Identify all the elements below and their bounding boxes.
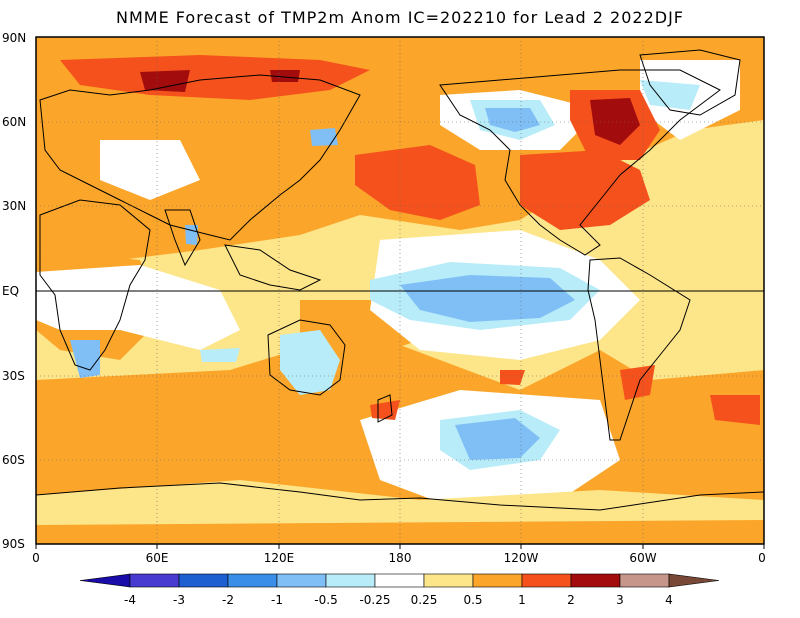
colorbar-tick-label: -0.25 [359,593,391,607]
colorbar [79,573,720,588]
colorbar-tick-label: -3 [173,593,185,607]
lon-label-0: 0 [32,551,40,565]
strong-warm-areas [60,55,760,425]
colorbar-segment [570,573,621,588]
lat-label-30s: 30S [2,369,25,383]
colorbar-segment [178,573,229,588]
colorbar-segment [374,573,425,588]
colorbar-tick-label: -0.5 [314,593,338,607]
lon-label-180: 180 [388,551,412,565]
axis-ticks [35,544,765,549]
colorbar-tick-label: 2 [567,593,575,607]
colorbar-segment [619,573,670,588]
colorbar-tick-label: 4 [665,593,673,607]
lat-label-90s: 90S [2,537,25,551]
colorbar-segment [79,573,131,588]
lon-label-60w: 60W [629,551,657,565]
colorbar-segment [325,573,376,588]
colorbar-tick-label: 1 [518,593,526,607]
colorbar-segment [129,573,180,588]
colorbar-tick-label: -2 [222,593,234,607]
colorbar-segment [668,573,720,588]
cool-anomaly-areas [70,80,700,470]
lat-label-60s: 60S [2,453,25,467]
lat-label-90n: 90N [2,31,27,45]
colorbar-tick-label: 0.25 [410,593,438,607]
colorbar-tick-label: 0.5 [463,593,483,607]
colorbar-segment [276,573,327,588]
lon-label-60e: 60E [145,551,169,565]
lon-label-120w: 120W [503,551,539,565]
colorbar-segment [472,573,523,588]
colorbar-segment [521,573,572,588]
colorbar-tick-label: -1 [271,593,283,607]
very-warm-areas [140,70,640,145]
lon-label-120e: 120E [263,551,295,565]
lat-label-30n: 30N [2,199,27,213]
colorbar-segment [423,573,474,588]
lat-label-60n: 60N [2,115,27,129]
lon-label-0-east: 0 [758,551,766,565]
map-title: NMME Forecast of TMP2m Anom IC=202210 fo… [116,8,684,27]
coastlines [35,49,765,511]
colorbar-tick-label: 3 [616,593,624,607]
colorbar-tick-label: -4 [124,593,136,607]
graticule [36,37,764,544]
colorbar-segment [227,573,278,588]
lat-label-eq: EQ [2,284,20,298]
